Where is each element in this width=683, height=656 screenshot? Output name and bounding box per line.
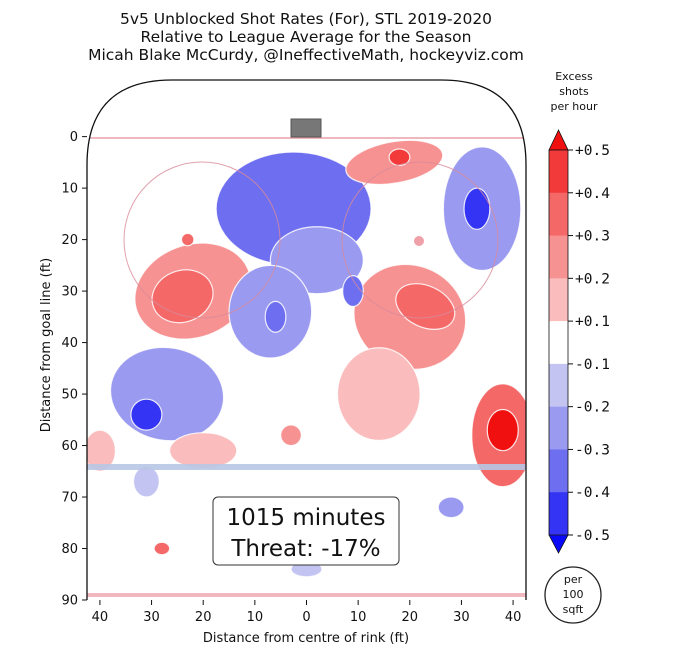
x-tick-label-0: 40 (92, 610, 109, 625)
y-tick-label-0: 0 (70, 130, 78, 145)
colorbar-frame (548, 149, 569, 536)
heatmap-contour-16 (130, 398, 163, 431)
colorbar-band-0 (549, 150, 568, 194)
colorbar-tick-label-3: +0.2 (575, 271, 610, 287)
colorbar-band-5 (549, 363, 568, 408)
colorbar-tick-label-6: -0.2 (575, 400, 610, 416)
colorbar-tick-label-0: +0.5 (575, 143, 610, 159)
unit-line2: 100 (563, 588, 584, 601)
x-tick-label-2: 20 (195, 610, 212, 625)
heatmap-contour-14 (342, 275, 364, 308)
chart-title-line2: Relative to League Average for the Seaso… (141, 28, 472, 46)
y-tick-label-1: 10 (61, 182, 78, 197)
unit-line1: per (564, 573, 583, 586)
colorbar-band-4 (549, 321, 568, 365)
colorbar-band-1 (549, 192, 568, 237)
colorbar-tick-label-1: +0.4 (575, 186, 610, 202)
heatmap-contour-22 (280, 424, 302, 447)
faceoff-dot-right (414, 236, 424, 246)
colorbar: Excess shots per hour +0.5 +0.4 +0.3 +0.2 +0… (548, 70, 610, 554)
colorbar-heading-line3: per hour (551, 100, 598, 113)
y-tick-label-4: 40 (61, 336, 78, 351)
unit-badge: per 100 sqft (544, 566, 602, 624)
y-tick-label-3: 30 (61, 285, 78, 300)
blue-line (87, 464, 526, 470)
centre-line (87, 593, 526, 597)
y-tick-label-9: 90 (61, 594, 78, 609)
heatmap-contour-4 (388, 148, 411, 167)
heatmap-contour-26 (132, 465, 160, 498)
y-tick-label-7: 70 (61, 491, 78, 506)
colorbar-tick-label-4: +0.1 (575, 314, 610, 330)
colorbar-band-3 (549, 278, 568, 322)
y-tick-label-2: 20 (61, 233, 78, 248)
y-tick-label-8: 80 (61, 542, 78, 557)
colorbar-heading-line1: Excess (555, 70, 593, 83)
y-tick-label-5: 50 (61, 388, 78, 403)
minutes-text: 1015 minutes (227, 505, 386, 531)
x-axis-label: Distance from centre of rink (ft) (203, 631, 409, 646)
x-tick-label-1: 30 (143, 610, 160, 625)
x-tick-label-8: 40 (505, 610, 522, 625)
x-tick-label-3: 10 (247, 610, 264, 625)
chart-title-line3: Micah Blake McCurdy, @IneffectiveMath, h… (88, 46, 524, 64)
colorbar-tick-label-9: -0.5 (575, 528, 610, 544)
heatmap-contour-9 (180, 232, 195, 247)
threat-text: Threat: -17% (230, 536, 380, 562)
colorbar-band-7 (549, 449, 568, 493)
faceoff-circle-right (341, 161, 499, 319)
x-tick-label-4: 0 (302, 610, 310, 625)
heatmap-contour-20 (169, 432, 238, 470)
colorbar-band-6 (549, 406, 568, 450)
rink-boards (86, 79, 527, 600)
heatmap-contour-25 (437, 496, 465, 519)
x-tick-label-5: 10 (350, 610, 367, 625)
heatmap-contour-23 (153, 541, 171, 556)
faceoff-circle-left (123, 161, 281, 319)
y-axis-label: Distance from goal line (ft) (39, 258, 54, 432)
chart-title-line1: 5v5 Unblocked Shot Rates (For), STL 2019… (120, 10, 492, 28)
heatmap-contour-13 (264, 300, 287, 333)
colorbar-heading-line2: shots (559, 85, 589, 98)
colorbar-band-8 (549, 492, 568, 536)
colorbar-tick-label-8: -0.4 (575, 485, 610, 501)
colorbar-tick-label-2: +0.3 (575, 229, 610, 245)
colorbar-tick-label-7: -0.3 (575, 442, 610, 458)
heatmap-contour-21 (87, 429, 117, 472)
heatmap-contour-11 (395, 283, 456, 330)
summary-box: 1015 minutes Threat: -17% (212, 496, 400, 566)
colorbar-band-2 (549, 235, 568, 279)
x-axis: 40 30 20 10 0 10 20 30 40 (92, 600, 522, 625)
colorbar-bottom-extend (548, 534, 569, 554)
heatmap-contour-6 (463, 187, 491, 230)
y-axis: 0 10 20 30 40 50 60 70 80 90 (61, 130, 87, 609)
x-tick-label-7: 30 (453, 610, 470, 625)
colorbar-tick-label-5: -0.1 (575, 357, 610, 373)
colorbar-top-extend (548, 129, 569, 151)
unit-line3: sqft (563, 603, 584, 616)
goal-net (290, 118, 322, 138)
y-tick-label-6: 60 (61, 439, 78, 454)
heatmap-contour-18 (486, 408, 519, 452)
x-tick-label-6: 20 (402, 610, 419, 625)
heatmap-contour-19 (336, 347, 421, 441)
